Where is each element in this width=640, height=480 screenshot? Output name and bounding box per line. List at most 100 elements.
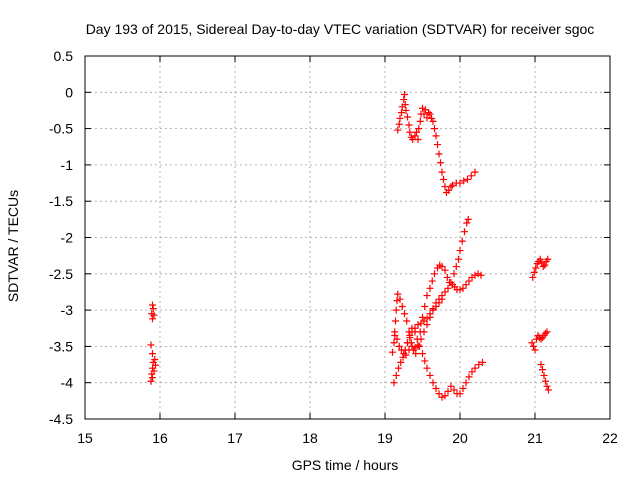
data-point bbox=[475, 361, 483, 369]
data-point bbox=[149, 305, 157, 313]
data-point bbox=[149, 315, 156, 323]
data-point bbox=[395, 120, 403, 128]
data-point bbox=[532, 264, 540, 272]
data-point bbox=[455, 255, 462, 263]
data-point bbox=[537, 335, 545, 343]
data-point bbox=[390, 339, 398, 347]
data-point bbox=[435, 299, 443, 307]
data-point bbox=[147, 341, 155, 349]
data-point bbox=[543, 382, 551, 390]
data-point bbox=[149, 350, 156, 358]
data-point bbox=[147, 377, 155, 385]
data-point bbox=[452, 263, 460, 271]
data-point bbox=[396, 295, 404, 303]
data-point bbox=[441, 183, 449, 191]
y-tick-label: -3.5 bbox=[49, 338, 73, 354]
data-point bbox=[465, 373, 473, 381]
data-point bbox=[423, 114, 431, 122]
data-point bbox=[543, 328, 551, 336]
y-tick-label: -4 bbox=[61, 375, 74, 391]
data-point bbox=[458, 237, 466, 245]
data-point bbox=[530, 342, 537, 350]
data-point bbox=[426, 110, 434, 118]
data-point bbox=[429, 306, 437, 314]
data-point bbox=[434, 141, 441, 149]
data-point bbox=[438, 393, 446, 401]
y-tick-label: -1 bbox=[61, 157, 74, 173]
data-point bbox=[462, 281, 470, 289]
data-point bbox=[392, 306, 400, 314]
y-tick-label: -4.5 bbox=[49, 411, 73, 427]
data-point bbox=[539, 366, 546, 374]
data-point bbox=[450, 270, 458, 278]
data-point bbox=[413, 128, 420, 136]
data-point bbox=[432, 385, 440, 393]
data-point bbox=[406, 128, 414, 136]
data-point bbox=[401, 90, 408, 98]
data-point bbox=[542, 329, 549, 337]
data-point bbox=[392, 371, 400, 379]
data-point bbox=[411, 324, 419, 332]
data-point bbox=[412, 350, 420, 358]
data-point bbox=[438, 168, 446, 176]
data-point bbox=[445, 186, 453, 194]
data-point bbox=[441, 288, 449, 296]
data-point bbox=[420, 110, 428, 118]
data-point bbox=[426, 371, 434, 379]
data-point bbox=[456, 179, 464, 187]
data-point bbox=[416, 342, 423, 350]
data-point bbox=[456, 286, 464, 294]
data-point bbox=[432, 302, 440, 310]
data-point bbox=[459, 284, 467, 292]
data-point bbox=[444, 284, 452, 292]
data-point bbox=[431, 125, 438, 133]
data-point bbox=[441, 392, 449, 400]
y-tick-labels: 0.5 0 -0.5 -1 -1.5 -2 -2.5 -3 -3.5 -4 -4.5 bbox=[49, 48, 73, 427]
data-point bbox=[471, 168, 479, 176]
data-point bbox=[542, 377, 549, 385]
data-point bbox=[405, 121, 413, 129]
data-point bbox=[395, 364, 402, 372]
data-point bbox=[447, 279, 455, 287]
data-point bbox=[528, 339, 536, 347]
data-point bbox=[456, 390, 464, 398]
data-point bbox=[447, 183, 455, 191]
data-point bbox=[544, 255, 552, 263]
data-point bbox=[411, 132, 419, 140]
data-point bbox=[460, 177, 468, 185]
y-tick-label: -3 bbox=[61, 302, 74, 318]
data-point bbox=[531, 346, 539, 354]
data-point bbox=[395, 342, 403, 350]
data-point bbox=[438, 295, 446, 303]
data-point bbox=[421, 302, 429, 310]
axis-ticks bbox=[84, 55, 611, 420]
data-point bbox=[402, 351, 410, 359]
data-point bbox=[529, 273, 537, 281]
data-point bbox=[392, 317, 399, 325]
data-point bbox=[423, 364, 431, 372]
data-point bbox=[415, 125, 423, 133]
data-point bbox=[443, 273, 451, 281]
data-point bbox=[393, 297, 401, 305]
data-point bbox=[459, 385, 467, 393]
data-point bbox=[404, 339, 411, 347]
data-point bbox=[440, 175, 447, 183]
data-point bbox=[150, 311, 158, 319]
data-point bbox=[396, 114, 404, 122]
data-point bbox=[408, 328, 416, 336]
data-point bbox=[435, 150, 443, 158]
data-point bbox=[400, 96, 408, 104]
x-tick-label: 19 bbox=[377, 430, 393, 446]
data-point bbox=[405, 346, 413, 354]
data-point bbox=[539, 263, 547, 271]
y-tick-label: -2 bbox=[61, 230, 74, 246]
data-point bbox=[465, 277, 473, 285]
data-point bbox=[471, 364, 479, 372]
data-point bbox=[530, 268, 538, 276]
data-point bbox=[426, 313, 434, 321]
data-points bbox=[147, 90, 552, 401]
x-axis-label: GPS time / hours bbox=[292, 457, 399, 473]
x-tick-label: 21 bbox=[527, 430, 543, 446]
y-tick-label: -1.5 bbox=[49, 193, 73, 209]
